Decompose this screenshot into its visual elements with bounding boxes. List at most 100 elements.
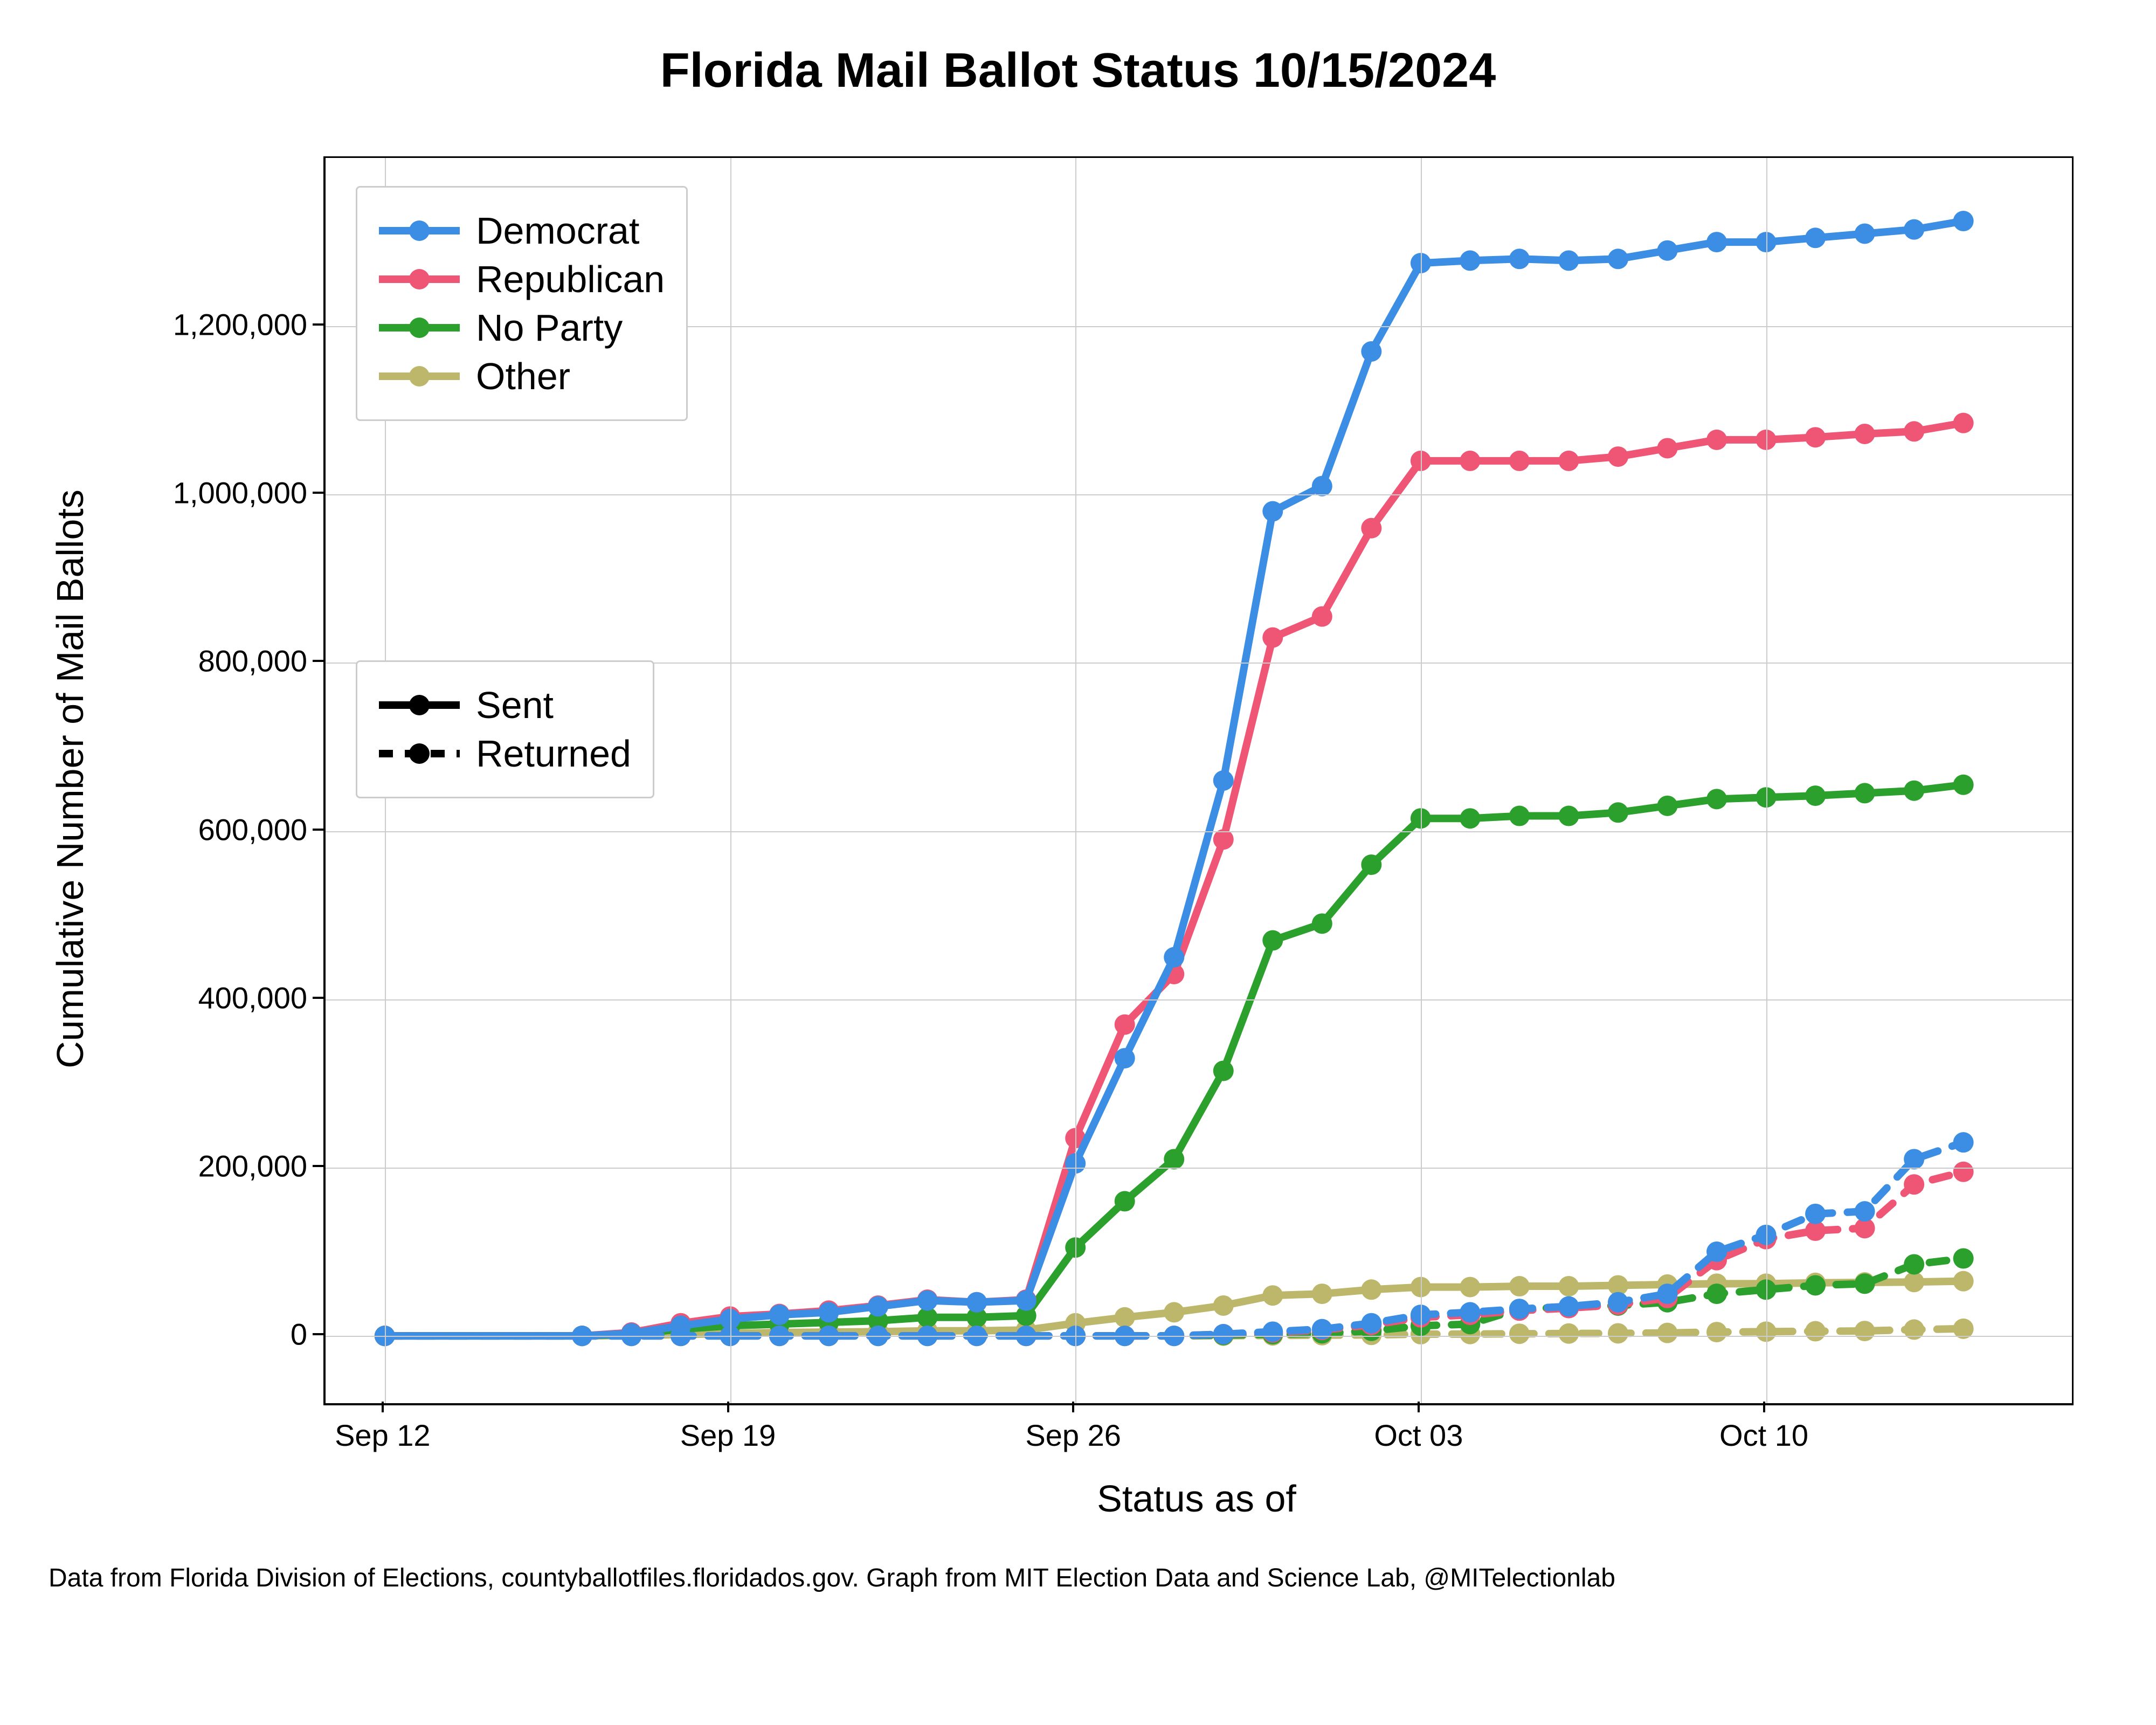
series-marker bbox=[1608, 446, 1628, 467]
legend-swatch bbox=[379, 275, 460, 283]
series-marker bbox=[1953, 413, 1974, 433]
grid-line bbox=[326, 1168, 2072, 1169]
series-marker bbox=[1953, 1271, 1974, 1292]
series-marker bbox=[1509, 451, 1530, 471]
series-marker bbox=[1657, 438, 1677, 458]
legend-label: Returned bbox=[476, 732, 631, 775]
series-marker bbox=[1509, 1299, 1530, 1319]
y-tick bbox=[313, 492, 323, 494]
x-tick-label: Oct 03 bbox=[1374, 1418, 1463, 1453]
y-tick-label: 800,000 bbox=[198, 644, 307, 679]
legend-swatch bbox=[379, 372, 460, 380]
series-marker bbox=[1855, 223, 1875, 244]
series-marker bbox=[1805, 427, 1826, 447]
series-marker bbox=[1904, 1272, 1924, 1292]
y-tick bbox=[313, 997, 323, 999]
legend-item: No Party bbox=[379, 306, 665, 349]
series-marker bbox=[1115, 1307, 1135, 1328]
series-marker bbox=[1558, 1296, 1579, 1317]
series-marker bbox=[1509, 1276, 1530, 1296]
series-marker bbox=[1213, 1060, 1234, 1081]
series-marker bbox=[1855, 424, 1875, 444]
series-marker bbox=[1361, 1313, 1381, 1334]
x-tick-label: Oct 10 bbox=[1719, 1418, 1808, 1453]
y-tick-label: 400,000 bbox=[198, 980, 307, 1015]
series-marker bbox=[1953, 1162, 1974, 1182]
legend-swatch bbox=[379, 701, 460, 709]
series-marker bbox=[1164, 1302, 1184, 1322]
y-tick-label: 600,000 bbox=[198, 812, 307, 847]
series-marker bbox=[819, 1302, 839, 1322]
series-marker bbox=[1262, 1321, 1283, 1342]
series-marker bbox=[1904, 421, 1924, 441]
legend-item: Republican bbox=[379, 258, 665, 301]
series-marker bbox=[1608, 1292, 1628, 1313]
series-marker bbox=[1855, 783, 1875, 803]
y-tick bbox=[313, 323, 323, 326]
series-marker bbox=[1213, 829, 1234, 850]
series-marker bbox=[1213, 1295, 1234, 1316]
series-marker bbox=[1115, 1191, 1135, 1211]
series-marker bbox=[1509, 1323, 1530, 1344]
grid-line bbox=[326, 1336, 2072, 1337]
series-marker bbox=[1312, 606, 1332, 627]
series-marker bbox=[1312, 476, 1332, 496]
y-tick bbox=[313, 660, 323, 662]
series-marker bbox=[1706, 1241, 1727, 1262]
series-marker bbox=[1608, 1323, 1628, 1343]
series-marker bbox=[868, 1296, 888, 1317]
series-marker bbox=[1706, 430, 1727, 450]
x-tick bbox=[1418, 1402, 1420, 1412]
legend-label: No Party bbox=[476, 306, 623, 349]
x-tick bbox=[1763, 1402, 1765, 1412]
y-tick bbox=[313, 1333, 323, 1335]
series-marker bbox=[1460, 1277, 1480, 1298]
grid-line bbox=[1075, 158, 1076, 1403]
series-marker bbox=[1361, 518, 1381, 539]
grid-line bbox=[326, 494, 2072, 495]
series-marker bbox=[1904, 1149, 1924, 1169]
y-tick-label: 1,200,000 bbox=[173, 307, 307, 342]
series-marker bbox=[1608, 249, 1628, 269]
series-marker bbox=[1904, 219, 1924, 240]
series-marker bbox=[1855, 1321, 1875, 1341]
series-marker bbox=[1164, 1149, 1184, 1169]
x-tick-label: Sep 12 bbox=[335, 1418, 431, 1453]
series-marker bbox=[1460, 808, 1480, 829]
chart-title: Florida Mail Ballot Status 10/15/2024 bbox=[0, 43, 2156, 99]
series-marker bbox=[1706, 1284, 1727, 1304]
y-axis-label: Cumulative Number of Mail Ballots bbox=[49, 489, 92, 1068]
series-marker bbox=[1509, 249, 1530, 269]
grid-line bbox=[730, 158, 731, 1403]
y-tick bbox=[313, 1165, 323, 1167]
series-marker bbox=[1706, 1322, 1727, 1342]
legend-swatch bbox=[379, 324, 460, 332]
series-marker bbox=[1558, 250, 1579, 271]
series-marker bbox=[1312, 1284, 1332, 1304]
series-marker bbox=[1805, 227, 1826, 248]
series-marker bbox=[1460, 250, 1480, 271]
series-marker bbox=[1361, 1279, 1381, 1300]
series-marker bbox=[1608, 802, 1628, 823]
series-marker bbox=[1805, 1204, 1826, 1224]
grid-line bbox=[1421, 158, 1422, 1403]
series-marker bbox=[1262, 501, 1283, 522]
series-marker bbox=[1953, 1248, 1974, 1269]
x-tick bbox=[1072, 1402, 1074, 1412]
series-marker bbox=[1657, 240, 1677, 261]
series-marker bbox=[1706, 232, 1727, 252]
series-line bbox=[385, 1259, 1964, 1336]
grid-line bbox=[326, 999, 2072, 1000]
series-marker bbox=[1953, 211, 1974, 231]
series-marker bbox=[1904, 1254, 1924, 1274]
series-marker bbox=[1558, 1323, 1579, 1344]
series-marker bbox=[1657, 796, 1677, 816]
series-marker bbox=[1312, 913, 1332, 934]
chart-container: Florida Mail Ballot Status 10/15/2024 Cu… bbox=[0, 0, 2156, 1725]
x-tick-label: Sep 19 bbox=[680, 1418, 776, 1453]
series-marker bbox=[1855, 1273, 1875, 1294]
series-marker bbox=[1509, 806, 1530, 826]
series-marker bbox=[917, 1291, 938, 1311]
x-tick-label: Sep 26 bbox=[1025, 1418, 1121, 1453]
series-marker bbox=[1361, 854, 1381, 875]
